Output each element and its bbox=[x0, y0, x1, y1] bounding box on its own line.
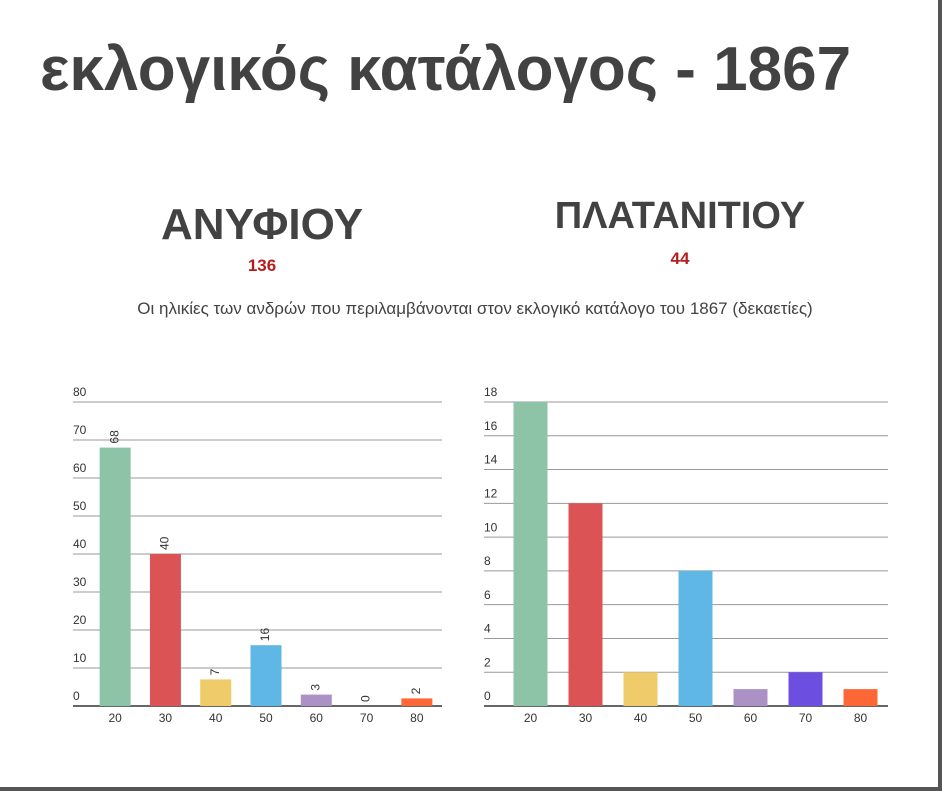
y-tick-label: 0 bbox=[484, 689, 491, 703]
x-tick-label: 20 bbox=[108, 711, 122, 725]
x-tick-label: 60 bbox=[744, 711, 758, 725]
x-tick-label: 70 bbox=[799, 711, 813, 725]
bar bbox=[149, 554, 181, 706]
section-title: ΑΝΥΦΙΟΥ bbox=[161, 200, 363, 249]
value-label: 68 bbox=[107, 430, 121, 444]
bar bbox=[733, 689, 768, 706]
bar bbox=[200, 679, 232, 706]
bar bbox=[300, 694, 332, 706]
value-label: 7 bbox=[208, 668, 222, 675]
value-label: 40 bbox=[158, 536, 172, 550]
x-tick-label: 70 bbox=[360, 711, 374, 725]
bar bbox=[568, 503, 603, 706]
x-tick-label: 50 bbox=[259, 711, 273, 725]
y-tick-label: 10 bbox=[484, 520, 498, 534]
y-tick-label: 70 bbox=[73, 423, 87, 437]
x-tick-label: 40 bbox=[209, 711, 223, 725]
x-tick-label: 60 bbox=[310, 711, 324, 725]
y-tick-label: 30 bbox=[73, 575, 87, 589]
page-title: εκλογικός κατάλογος - 1867 bbox=[40, 35, 852, 104]
section-total: 44 bbox=[670, 249, 690, 268]
bar bbox=[788, 672, 823, 706]
bar bbox=[401, 698, 433, 706]
y-tick-label: 18 bbox=[484, 385, 498, 399]
y-tick-label: 14 bbox=[484, 453, 498, 467]
chart-subtitle: Οι ηλικίες των ανδρών που περιλαμβάνοντα… bbox=[137, 299, 813, 318]
section-total: 136 bbox=[247, 256, 277, 275]
y-tick-label: 0 bbox=[73, 689, 80, 703]
y-tick-label: 80 bbox=[73, 385, 87, 399]
value-label: 2 bbox=[409, 687, 423, 694]
y-tick-label: 20 bbox=[73, 613, 87, 627]
y-tick-label: 6 bbox=[484, 588, 491, 602]
y-tick-label: 4 bbox=[484, 622, 491, 636]
x-tick-label: 80 bbox=[410, 711, 424, 725]
x-tick-label: 40 bbox=[634, 711, 648, 725]
y-tick-label: 40 bbox=[73, 537, 87, 551]
y-tick-label: 8 bbox=[484, 554, 491, 568]
bar bbox=[250, 645, 282, 706]
value-label: 0 bbox=[359, 695, 373, 702]
bar bbox=[99, 447, 131, 706]
y-tick-label: 50 bbox=[73, 499, 87, 513]
y-tick-label: 16 bbox=[484, 419, 498, 433]
y-tick-label: 10 bbox=[73, 651, 87, 665]
bar bbox=[678, 570, 713, 706]
section-title: ΠΛΑΤΑΝΙΤΙΟΥ bbox=[554, 195, 806, 237]
x-tick-label: 30 bbox=[159, 711, 173, 725]
x-tick-label: 50 bbox=[689, 711, 703, 725]
y-tick-label: 12 bbox=[484, 487, 498, 501]
y-tick-label: 2 bbox=[484, 655, 491, 669]
value-label: 3 bbox=[308, 684, 322, 691]
y-tick-label: 60 bbox=[73, 461, 87, 475]
bar bbox=[843, 689, 878, 706]
bar bbox=[623, 672, 658, 706]
x-tick-label: 20 bbox=[524, 711, 538, 725]
value-label: 16 bbox=[258, 628, 272, 642]
bar bbox=[513, 402, 548, 706]
x-tick-label: 30 bbox=[579, 711, 593, 725]
x-tick-label: 80 bbox=[854, 711, 868, 725]
